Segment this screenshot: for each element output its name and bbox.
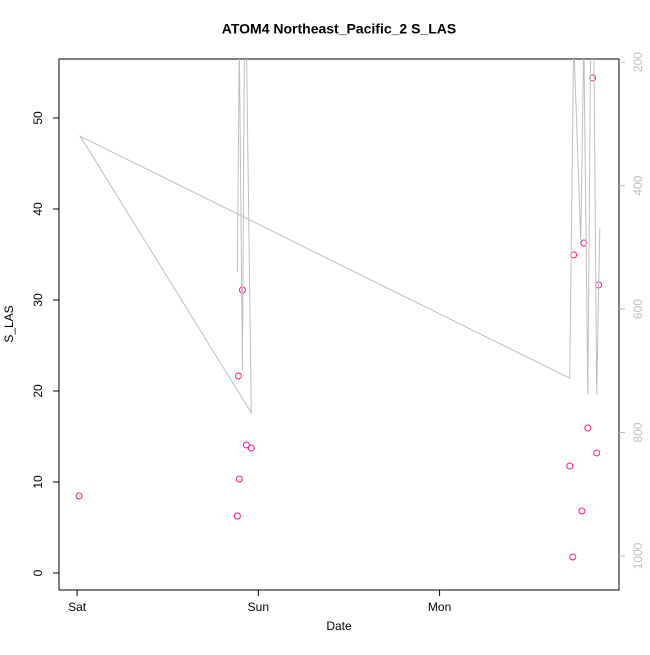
x-tick-label: Sat — [68, 600, 87, 614]
point — [235, 475, 243, 483]
x-axis-label: Date — [326, 619, 352, 633]
point — [242, 441, 250, 449]
y-tick-label: 40 — [31, 202, 45, 216]
y-tick-label: 20 — [31, 384, 45, 398]
point — [247, 444, 255, 452]
point — [593, 449, 601, 457]
point — [578, 507, 586, 515]
plot-area — [75, 59, 603, 561]
point — [234, 372, 242, 380]
y-tick-label: 10 — [31, 475, 45, 489]
x-tick-label: Sun — [248, 600, 269, 614]
point — [584, 424, 592, 432]
chart-title: ATOM4 Northeast_Pacific_2 S_LAS — [222, 21, 456, 37]
point — [566, 462, 574, 470]
y-tick-label: 0 — [31, 569, 45, 576]
x-tick-label: Mon — [428, 600, 451, 614]
y2-tick-label: 400 — [631, 175, 645, 195]
point — [233, 512, 241, 520]
point — [580, 239, 588, 247]
point — [75, 492, 83, 500]
y-tick-label: 30 — [31, 293, 45, 307]
y2-tick-label: 600 — [631, 299, 645, 319]
plot-frame — [58, 58, 620, 591]
point — [589, 74, 597, 82]
y2-tick-label: 1000 — [631, 542, 645, 569]
y-axis-label: S_LAS — [2, 305, 16, 342]
y2-tick-label: 800 — [631, 422, 645, 442]
y-tick-label: 50 — [31, 111, 45, 125]
y2-tick-label: 200 — [631, 52, 645, 72]
point — [569, 553, 577, 561]
line — [78, 59, 601, 415]
